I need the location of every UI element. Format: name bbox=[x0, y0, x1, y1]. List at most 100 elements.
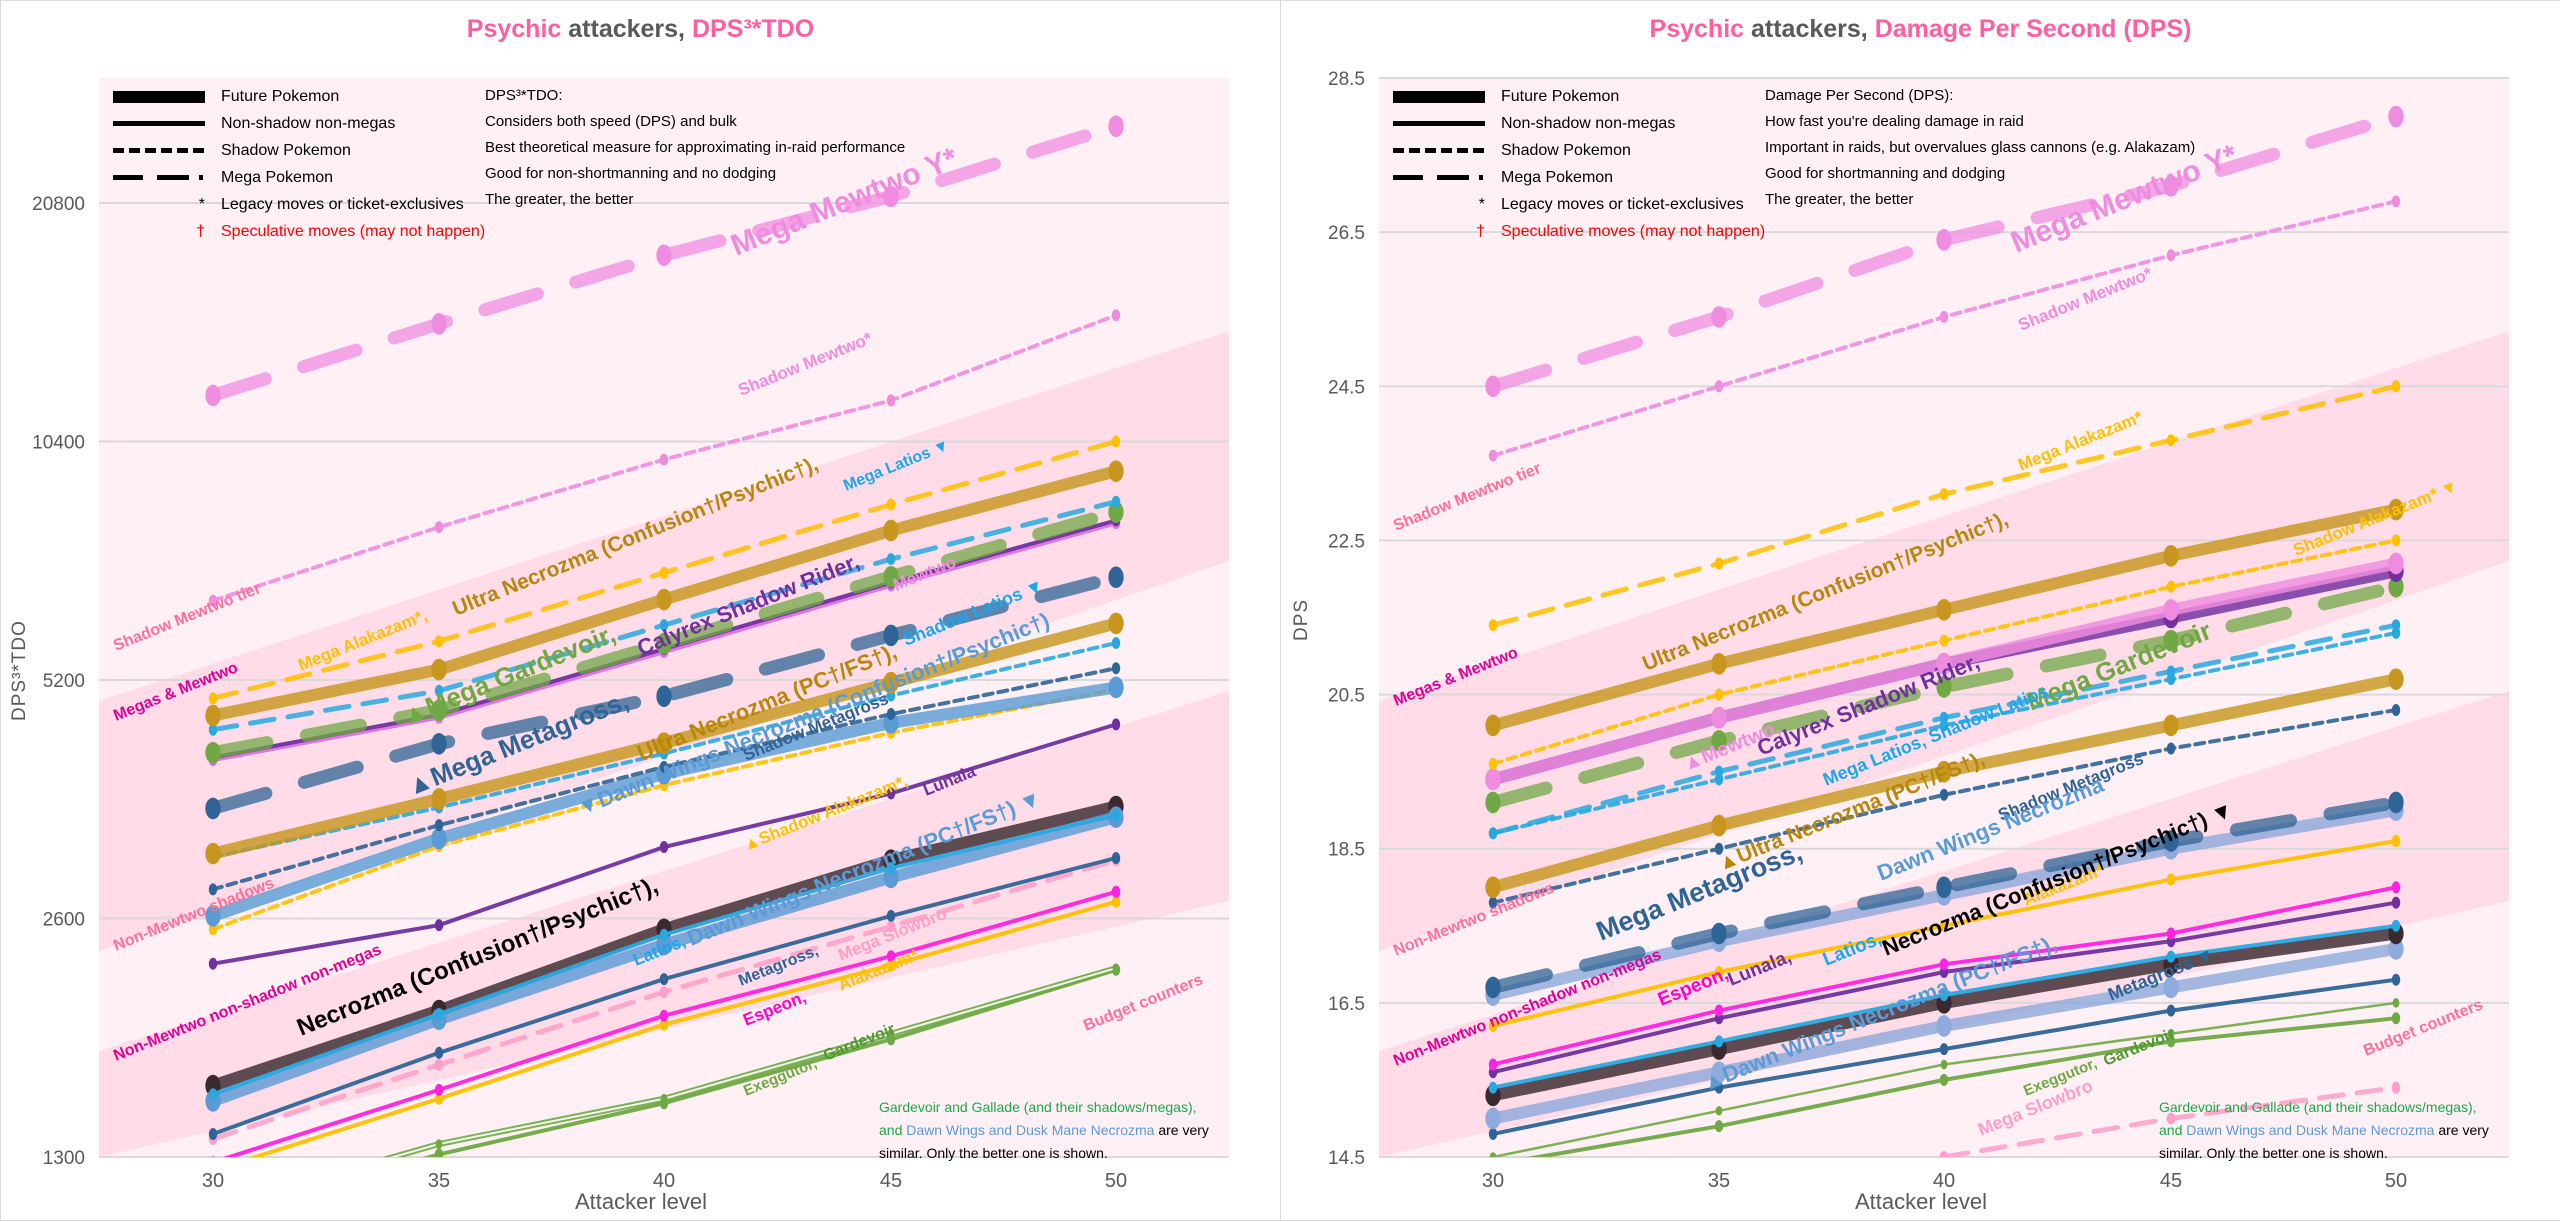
legend-item-future: Future Pokemon bbox=[1393, 83, 1765, 110]
chart-plot: 14.5 16.5 18.5 20.5 22.5 24.5 26.5 28.5 30 35 40 45… bbox=[1328, 69, 2509, 1192]
data-point bbox=[1714, 1081, 1724, 1094]
data-point bbox=[886, 787, 896, 800]
legend-swatch-solid bbox=[1393, 121, 1485, 126]
x-tick-label: 40 bbox=[653, 1170, 675, 1192]
data-point bbox=[208, 692, 218, 705]
data-point bbox=[2163, 714, 2179, 737]
data-point bbox=[1939, 711, 1949, 724]
legend-item-speculative: † Speculative moves (may not happen) bbox=[1476, 222, 1766, 240]
series-latios bbox=[208, 809, 1121, 1101]
data-point bbox=[883, 185, 899, 208]
legend-item-legacy: * Legacy moves or ticket-exclusives bbox=[198, 195, 464, 213]
data-point bbox=[2166, 1004, 2176, 1017]
data-point bbox=[1488, 1127, 1498, 1140]
data-point bbox=[1111, 895, 1121, 908]
series-line bbox=[1486, 796, 2403, 994]
data-point bbox=[659, 619, 669, 632]
data-point bbox=[2391, 1081, 2401, 1094]
data-point bbox=[1936, 598, 1952, 621]
data-point bbox=[886, 553, 896, 566]
x-tick-label: 50 bbox=[1105, 1170, 1127, 1192]
data-point bbox=[2163, 175, 2179, 197]
data-point bbox=[883, 624, 899, 647]
data-point bbox=[1936, 1015, 1952, 1037]
data-point bbox=[205, 384, 221, 407]
y-tick-label: 10400 bbox=[32, 433, 85, 454]
y-tick-label: 20800 bbox=[32, 194, 85, 215]
data-point bbox=[1485, 375, 1501, 398]
data-point bbox=[2391, 195, 2401, 208]
data-point bbox=[208, 723, 218, 736]
x-tick-label: 30 bbox=[1482, 1170, 1504, 1192]
y-tick-label: 22.5 bbox=[1328, 531, 1365, 552]
data-point bbox=[1940, 1059, 1948, 1070]
data-point bbox=[434, 684, 444, 697]
data-point bbox=[1111, 495, 1121, 508]
data-point bbox=[659, 928, 669, 941]
data-point bbox=[1111, 809, 1121, 822]
legend-item-mega: Mega Pokemon bbox=[113, 164, 485, 191]
data-point bbox=[2391, 619, 2401, 632]
data-point bbox=[1108, 612, 1124, 635]
data-point bbox=[2166, 742, 2176, 755]
data-point bbox=[656, 732, 672, 754]
data-point bbox=[1111, 885, 1121, 898]
x-tick-label: 35 bbox=[428, 1170, 450, 1192]
data-point bbox=[1488, 449, 1498, 462]
data-point bbox=[431, 658, 447, 681]
data-point bbox=[883, 519, 899, 542]
data-point bbox=[1485, 791, 1501, 814]
data-point bbox=[208, 883, 218, 896]
series-latios bbox=[1488, 919, 2401, 1094]
data-point bbox=[2166, 580, 2176, 593]
data-point bbox=[2388, 552, 2404, 575]
data-point bbox=[1936, 760, 1952, 783]
series-group bbox=[205, 115, 1124, 1157]
data-point bbox=[659, 985, 669, 998]
data-point bbox=[2163, 976, 2179, 999]
series-metagross bbox=[208, 851, 1121, 1140]
data-point bbox=[2163, 629, 2179, 652]
data-point bbox=[1485, 1107, 1501, 1130]
data-point bbox=[659, 760, 669, 773]
legend-swatch-dashed bbox=[113, 148, 205, 153]
data-point bbox=[886, 394, 896, 407]
data-point bbox=[1711, 814, 1727, 837]
data-point bbox=[205, 704, 221, 727]
data-point bbox=[1488, 757, 1498, 770]
data-point bbox=[1939, 1043, 1949, 1056]
data-point bbox=[434, 521, 444, 534]
y-axis-title: DPS bbox=[1291, 598, 1312, 641]
data-point bbox=[1714, 557, 1724, 570]
data-point bbox=[887, 1028, 895, 1039]
data-point bbox=[2391, 896, 2401, 909]
data-point bbox=[886, 909, 896, 922]
data-point bbox=[886, 708, 896, 721]
data-point bbox=[1485, 714, 1501, 737]
data-point bbox=[660, 1093, 668, 1104]
data-point bbox=[659, 453, 669, 466]
data-point bbox=[208, 923, 218, 936]
data-point bbox=[208, 1127, 218, 1140]
data-point bbox=[656, 933, 672, 956]
data-point bbox=[1936, 652, 1952, 675]
data-point bbox=[1489, 1152, 1497, 1157]
data-point bbox=[2388, 498, 2404, 521]
data-point bbox=[1714, 1035, 1724, 1048]
data-point bbox=[1714, 380, 1724, 393]
data-point bbox=[2391, 881, 2401, 894]
data-point bbox=[2388, 791, 2404, 814]
data-point bbox=[1939, 310, 1949, 323]
series-mega-alakazam bbox=[208, 435, 1121, 705]
x-axis-title: Attacker level bbox=[574, 1189, 708, 1214]
series-mega-alakazam bbox=[1488, 380, 2401, 632]
data-point bbox=[211, 1156, 215, 1157]
data-point bbox=[2391, 703, 2401, 716]
x-tick-label: 30 bbox=[202, 1170, 224, 1192]
data-point bbox=[1485, 876, 1501, 899]
data-point bbox=[431, 788, 447, 810]
data-point bbox=[2391, 380, 2401, 393]
series-mega-latios bbox=[1488, 619, 2401, 840]
data-point bbox=[2167, 1028, 2175, 1039]
data-point bbox=[2388, 668, 2404, 690]
